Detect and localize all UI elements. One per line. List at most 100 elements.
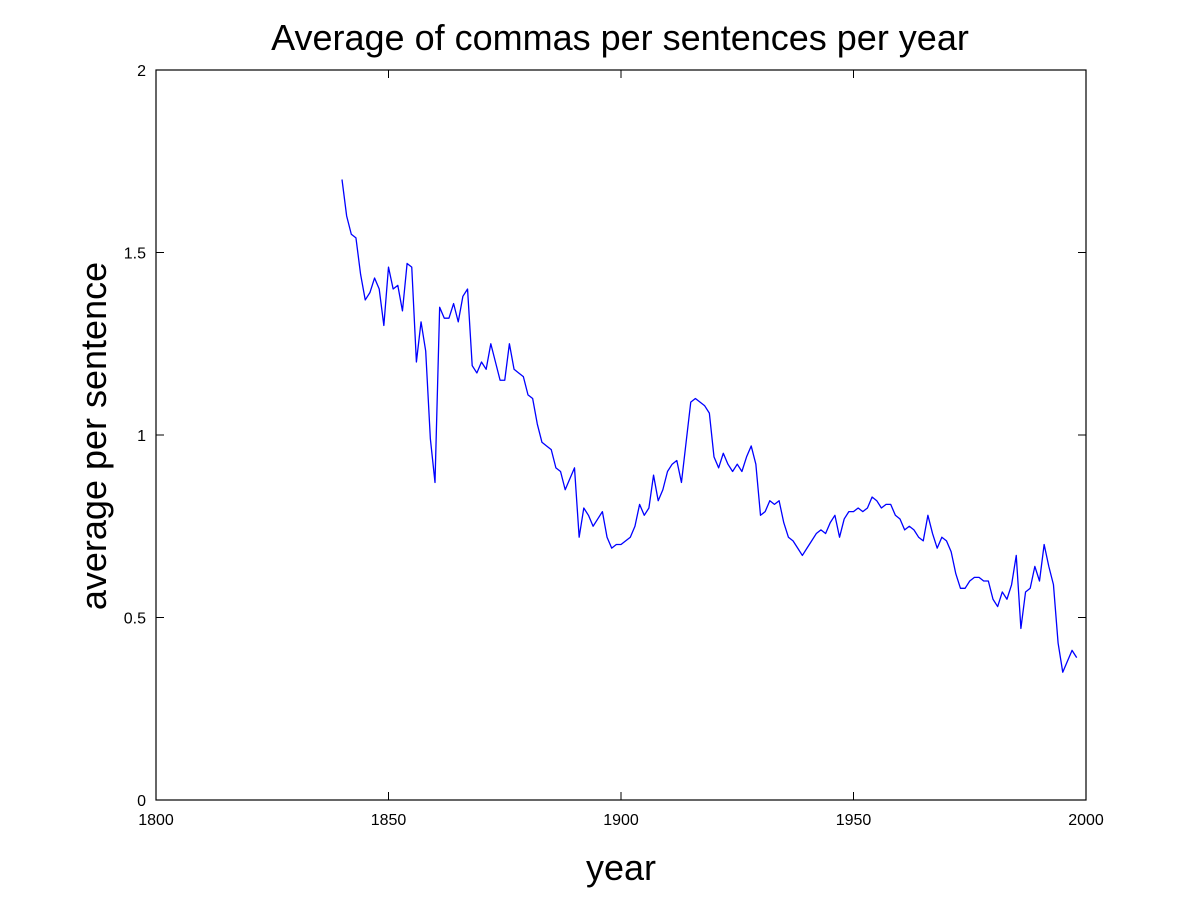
data-point [495, 361, 496, 362]
data-point [788, 537, 789, 538]
data-point [402, 310, 403, 311]
data-point [411, 267, 412, 268]
data-point [806, 548, 807, 549]
data-point [481, 361, 482, 362]
data-point [648, 507, 649, 508]
data-point [574, 467, 575, 468]
data-point [816, 533, 817, 534]
data-point [769, 500, 770, 501]
data-point [444, 318, 445, 319]
data-point [379, 288, 380, 289]
data-point [681, 482, 682, 483]
data-point [420, 321, 421, 322]
data-point [588, 515, 589, 516]
y-tick-label: 1 [137, 428, 146, 445]
data-point [904, 529, 905, 530]
x-tick-label: 1900 [603, 812, 639, 829]
data-point [1011, 584, 1012, 585]
y-tick-label: 2 [137, 63, 146, 80]
data-point [1062, 672, 1063, 673]
data-point [746, 456, 747, 457]
data-point [727, 464, 728, 465]
data-point [858, 507, 859, 508]
data-point [569, 478, 570, 479]
data-point [1039, 580, 1040, 581]
data-point [1058, 642, 1059, 643]
data-point [997, 606, 998, 607]
data-point [616, 544, 617, 545]
data-point [355, 237, 356, 238]
y-tick-label: 0 [137, 793, 146, 810]
data-point [830, 522, 831, 523]
data-point [862, 511, 863, 512]
data-point [625, 540, 626, 541]
data-point [523, 376, 524, 377]
y-axis-label: average per sentence [73, 262, 114, 610]
data-point [686, 442, 687, 443]
data-point [676, 460, 677, 461]
data-point [662, 489, 663, 490]
data-point [425, 350, 426, 351]
chart-title: Average of commas per sentences per year [271, 17, 969, 58]
data-point [932, 533, 933, 534]
data-point [825, 533, 826, 534]
data-point [988, 580, 989, 581]
data-point [462, 296, 463, 297]
y-tick-label: 0.5 [124, 611, 146, 628]
x-tick-label: 1950 [836, 812, 872, 829]
data-point [811, 540, 812, 541]
data-point [732, 471, 733, 472]
data-point [1067, 661, 1068, 662]
tick-labels: 1800 1850 1900 1950 2000 0 0.5 1 1.5 2 [124, 63, 1104, 829]
data-point [709, 413, 710, 414]
data-point [639, 504, 640, 505]
data-point [513, 369, 514, 370]
data-point [434, 482, 435, 483]
data-point [723, 453, 724, 454]
data-point [699, 402, 700, 403]
data-point [895, 515, 896, 516]
data-point [927, 515, 928, 516]
data-point [476, 372, 477, 373]
data-point [923, 540, 924, 541]
x-tick-label: 1800 [138, 812, 174, 829]
data-point [611, 548, 612, 549]
data-point [774, 504, 775, 505]
data-point [555, 467, 556, 468]
data-point [509, 343, 510, 344]
data-point [369, 292, 370, 293]
data-point [490, 343, 491, 344]
data-point [983, 580, 984, 581]
data-point [913, 529, 914, 530]
data-point [853, 511, 854, 512]
data-point [1053, 584, 1054, 585]
data-point [899, 518, 900, 519]
data-point [527, 394, 528, 395]
data-point [504, 380, 505, 381]
data-point [1030, 588, 1031, 589]
data-point [472, 365, 473, 366]
data-point [597, 518, 598, 519]
data-point [974, 577, 975, 578]
data-point [713, 456, 714, 457]
data-point [909, 526, 910, 527]
data-point [802, 555, 803, 556]
data-point [453, 303, 454, 304]
data-point [820, 529, 821, 530]
data-point [658, 500, 659, 501]
data-point [741, 471, 742, 472]
data-point [718, 467, 719, 468]
data-point [620, 544, 621, 545]
data-point [606, 537, 607, 538]
data-point [881, 507, 882, 508]
data-point [867, 507, 868, 508]
data-point [630, 537, 631, 538]
data-point [388, 267, 389, 268]
data-point [518, 372, 519, 373]
data-point [351, 234, 352, 235]
x-axis-label: year [586, 847, 656, 888]
data-point [1071, 650, 1072, 651]
data-point [848, 511, 849, 512]
data-point [918, 537, 919, 538]
